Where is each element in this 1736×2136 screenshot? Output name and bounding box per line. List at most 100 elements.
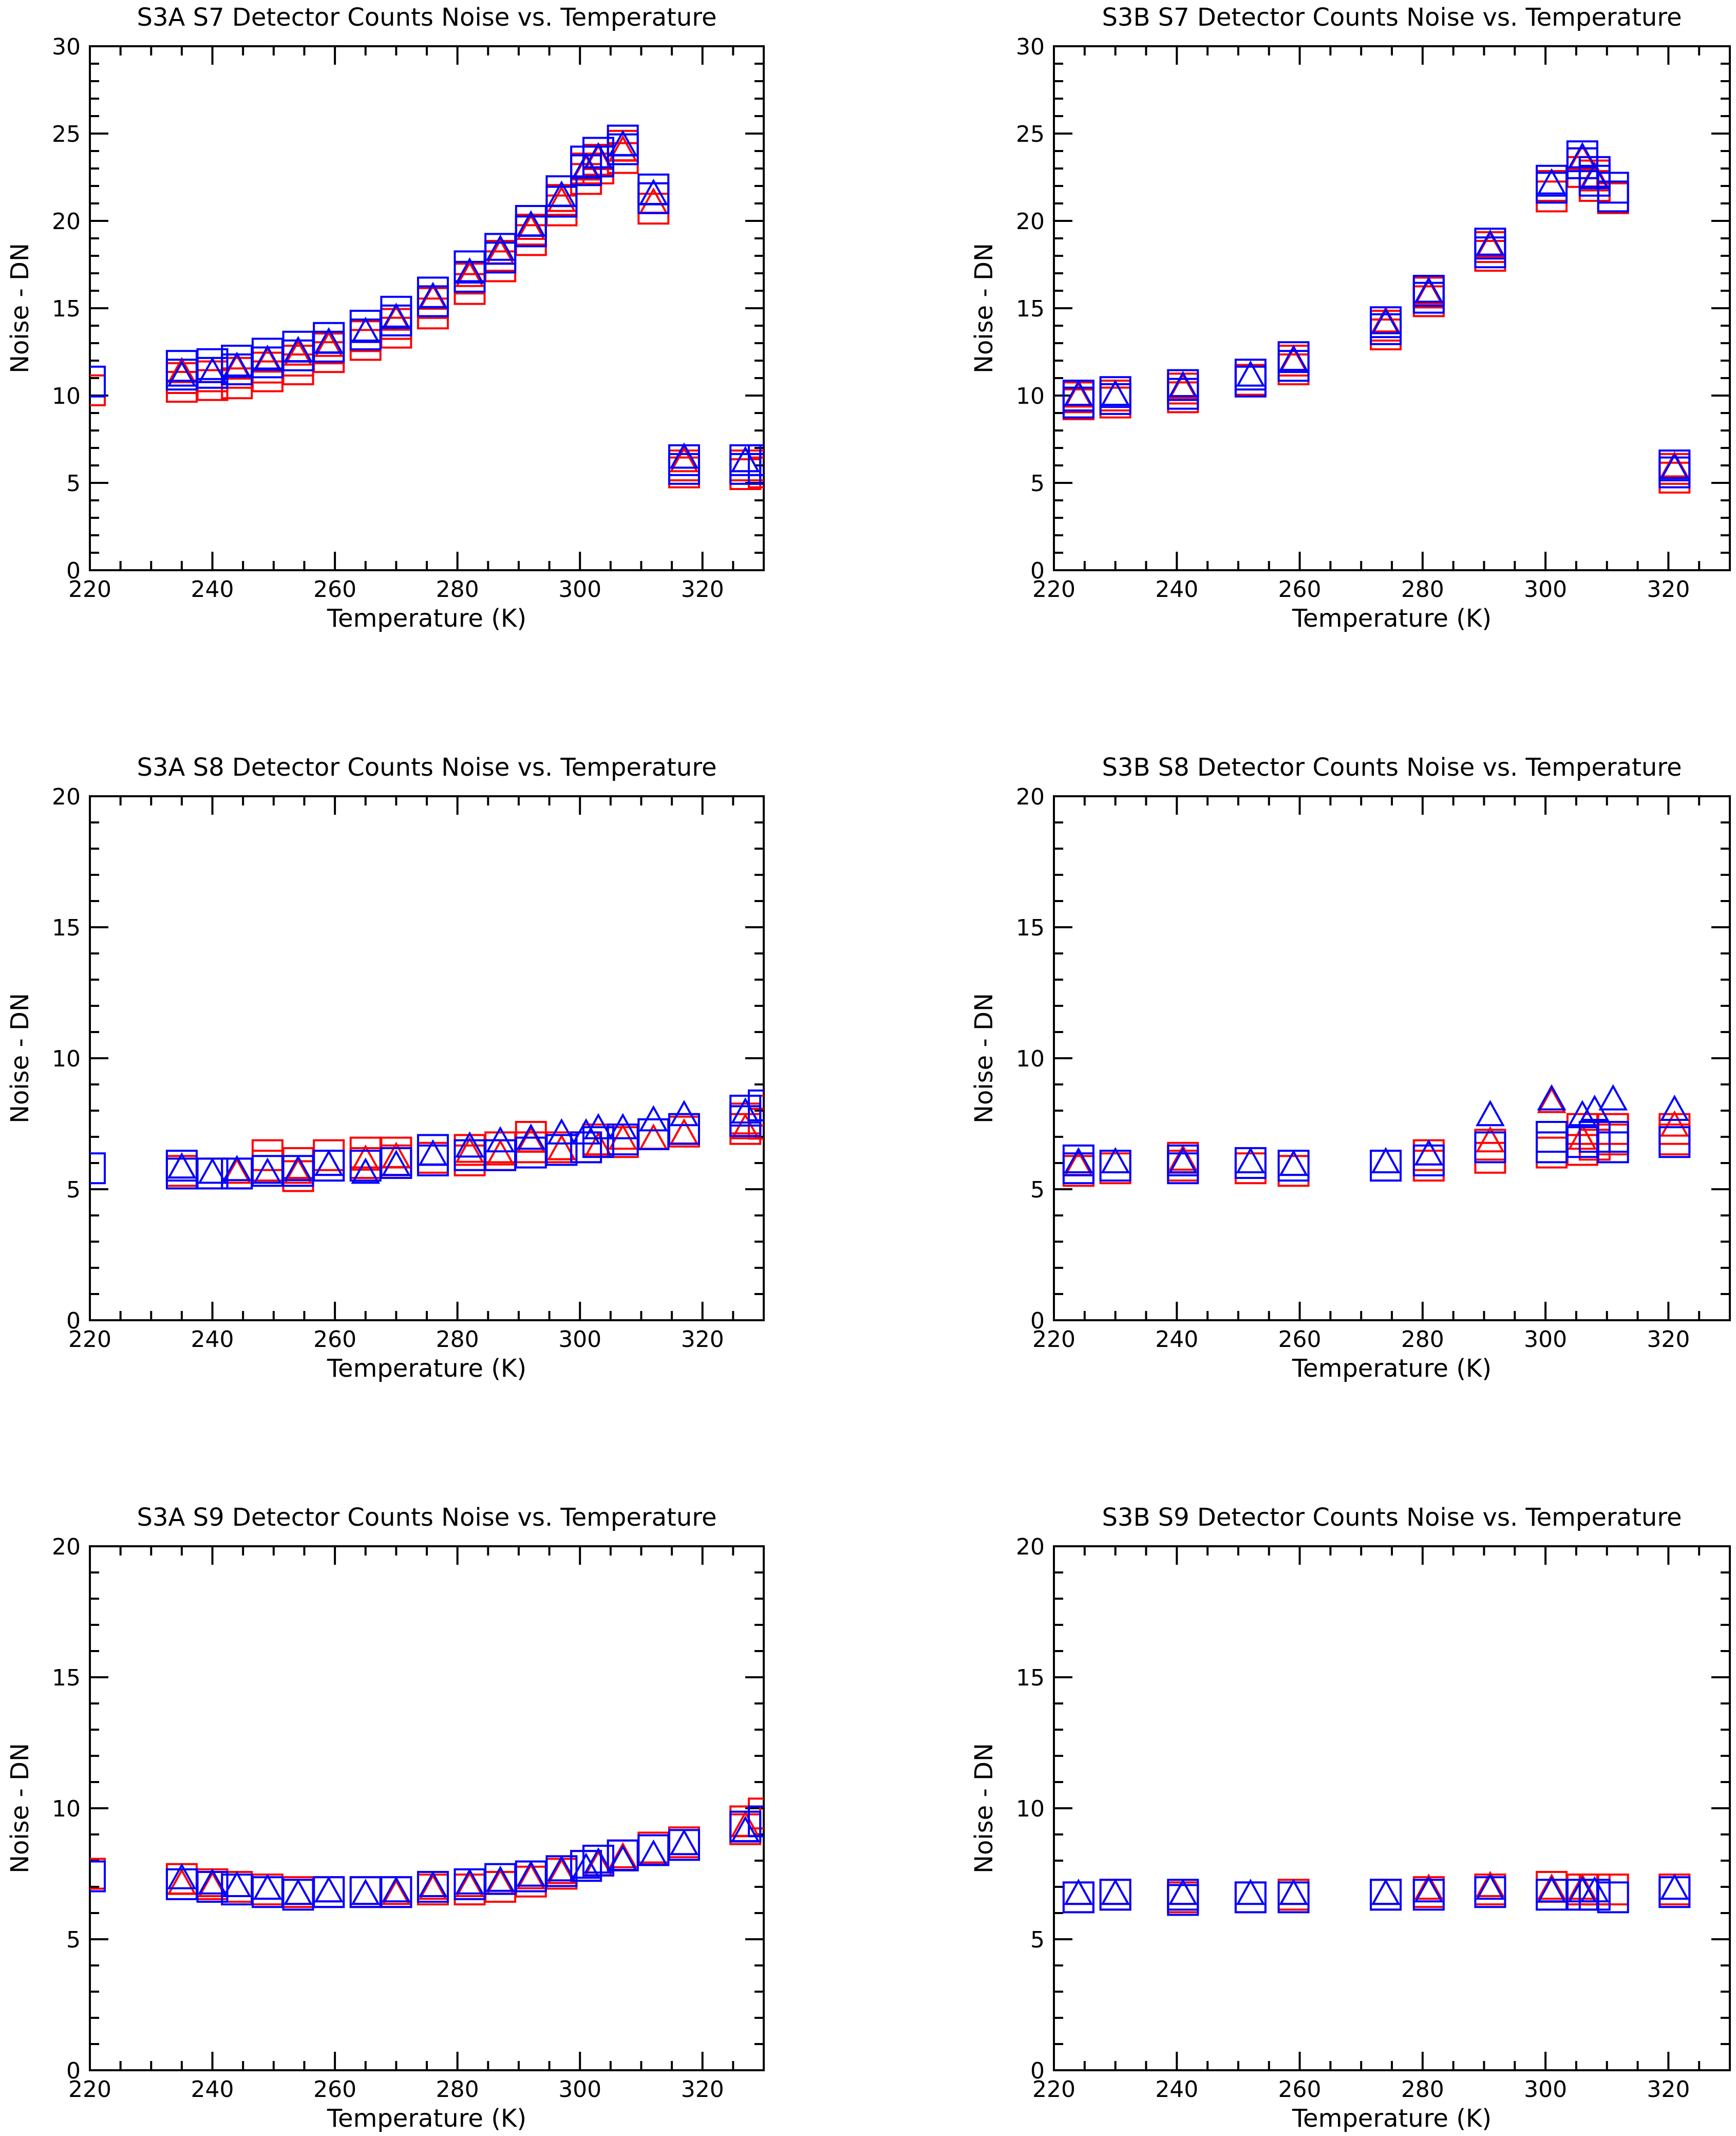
data-point-square-blue xyxy=(748,444,764,476)
data-point-square-blue xyxy=(484,1139,517,1171)
data-point-square-red xyxy=(1370,1150,1402,1182)
x-tick-label: 300 xyxy=(558,2076,601,2103)
data-point-square-red xyxy=(349,1147,382,1179)
data-point-triangle-red xyxy=(608,135,638,161)
data-point-triangle-blue xyxy=(284,335,313,362)
plot-frame xyxy=(89,795,765,1321)
data-point-triangle-blue xyxy=(222,1870,252,1897)
chart-panel-1: S3A S7 Detector Counts Noise vs. Tempera… xyxy=(6,3,765,633)
data-point-triangle-blue xyxy=(1279,1149,1308,1176)
data-point-triangle-red xyxy=(167,357,197,383)
plot-frame xyxy=(89,1545,765,2071)
data-point-triangle-blue xyxy=(253,1873,282,1900)
data-point-triangle-red xyxy=(284,1157,313,1184)
x-tick-label: 260 xyxy=(1278,576,1322,603)
data-point-square-blue xyxy=(1474,1131,1506,1164)
data-point-triangle-red xyxy=(455,1136,484,1163)
data-point-triangle-blue xyxy=(547,1855,576,1882)
y-tick-label: 5 xyxy=(1030,1927,1045,1953)
data-point-square-red xyxy=(1474,1873,1506,1906)
y-tick-label: 10 xyxy=(52,1046,81,1072)
markers xyxy=(1062,140,1691,494)
data-point-triangle-red xyxy=(516,1126,546,1153)
data-point-square-blue xyxy=(748,1805,764,1838)
y-tick-label: 15 xyxy=(52,1665,81,1691)
markers xyxy=(90,1089,764,1192)
data-point-triangle-blue xyxy=(608,1113,638,1139)
data-point-triangle-red xyxy=(381,1879,411,1905)
y-tick-label: 25 xyxy=(1016,121,1045,147)
data-point-triangle-blue xyxy=(198,1157,227,1184)
data-point-square-blue xyxy=(1474,228,1506,260)
data-point-triangle-blue xyxy=(1101,1147,1130,1173)
data-point-square-red xyxy=(349,329,382,361)
data-point-square-red xyxy=(417,1873,449,1906)
data-point-triangle-blue xyxy=(1580,1876,1610,1903)
markers xyxy=(90,1797,764,1911)
data-point-square-blue xyxy=(1167,1144,1199,1176)
data-point-square-blue xyxy=(282,1879,314,1911)
data-point-triangle-blue xyxy=(381,1876,411,1903)
data-point-triangle-blue xyxy=(455,1131,484,1158)
data-point-triangle-blue xyxy=(1476,229,1505,256)
data-point-triangle-blue xyxy=(1101,1879,1130,1905)
data-point-triangle-blue xyxy=(455,1868,484,1895)
data-point-square-red xyxy=(1099,1879,1131,1911)
data-point-triangle-blue xyxy=(638,1105,668,1132)
data-point-triangle-red xyxy=(516,213,546,240)
data-point-square-blue xyxy=(1099,1150,1131,1182)
x-tick-label: 320 xyxy=(681,2076,724,2103)
data-point-triangle-blue xyxy=(1236,1879,1266,1905)
data-point-square-blue xyxy=(380,1147,412,1179)
x-tick-label: 240 xyxy=(191,576,234,603)
y-axis-label: Noise - DN xyxy=(6,243,34,373)
data-point-triangle-red xyxy=(1537,1873,1567,1900)
data-point-triangle-red xyxy=(418,1873,448,1900)
chart-title: S3A S8 Detector Counts Noise vs. Tempera… xyxy=(137,753,717,782)
y-tick-label: 20 xyxy=(52,784,81,810)
data-point-triangle-red xyxy=(1659,1110,1689,1137)
data-point-square-blue xyxy=(484,233,517,265)
y-tick-label: 0 xyxy=(1030,558,1045,584)
data-point-triangle-blue xyxy=(485,1865,515,1892)
x-tick-label: 320 xyxy=(1647,576,1690,603)
x-tick-label: 300 xyxy=(558,1326,601,1353)
data-point-square-blue xyxy=(1234,1881,1267,1914)
x-tick-label: 260 xyxy=(313,576,356,603)
data-point-square-blue xyxy=(90,1860,106,1893)
data-point-triangle-red xyxy=(1568,1123,1597,1150)
data-point-triangle-blue xyxy=(583,1113,613,1139)
data-point-square-blue xyxy=(729,444,762,476)
y-axis-label: Noise - DN xyxy=(6,993,34,1123)
data-point-square-blue xyxy=(1277,1881,1310,1914)
data-point-square-red xyxy=(417,1141,449,1174)
chart-panel-2: S3B S7 Detector Counts Noise vs. Tempera… xyxy=(970,3,1731,633)
y-tick-label: 25 xyxy=(52,121,81,147)
data-point-square-red xyxy=(1167,1881,1199,1914)
data-point-triangle-blue xyxy=(1168,1879,1198,1905)
data-point-triangle-blue xyxy=(1568,1100,1597,1127)
x-axis-label: Temperature (K) xyxy=(1292,1354,1492,1383)
x-tick-label: 220 xyxy=(68,2076,111,2103)
data-point-triangle-blue xyxy=(418,1139,448,1166)
x-tick-label: 220 xyxy=(1032,576,1075,603)
data-point-triangle-blue xyxy=(284,1155,313,1182)
data-point-triangle-blue xyxy=(1476,1873,1505,1900)
markers xyxy=(1062,1084,1691,1187)
data-point-triangle-blue xyxy=(1414,276,1444,303)
data-point-square-red xyxy=(1658,1123,1691,1156)
y-tick-label: 15 xyxy=(52,915,81,941)
data-point-triangle-red xyxy=(1537,1086,1567,1113)
markers xyxy=(1062,1870,1691,1916)
data-point-triangle-red xyxy=(455,260,484,287)
y-tick-label: 10 xyxy=(1016,1796,1045,1822)
data-point-triangle-blue xyxy=(1168,1147,1198,1173)
data-point-triangle-red xyxy=(485,1139,515,1166)
x-tick-label: 280 xyxy=(1401,2076,1444,2103)
data-point-square-blue xyxy=(668,1829,700,1861)
data-point-square-blue xyxy=(1578,1121,1611,1153)
y-tick-label: 0 xyxy=(66,2058,81,2084)
y-tick-label: 15 xyxy=(1016,1665,1045,1691)
data-point-square-blue xyxy=(1062,1144,1095,1176)
